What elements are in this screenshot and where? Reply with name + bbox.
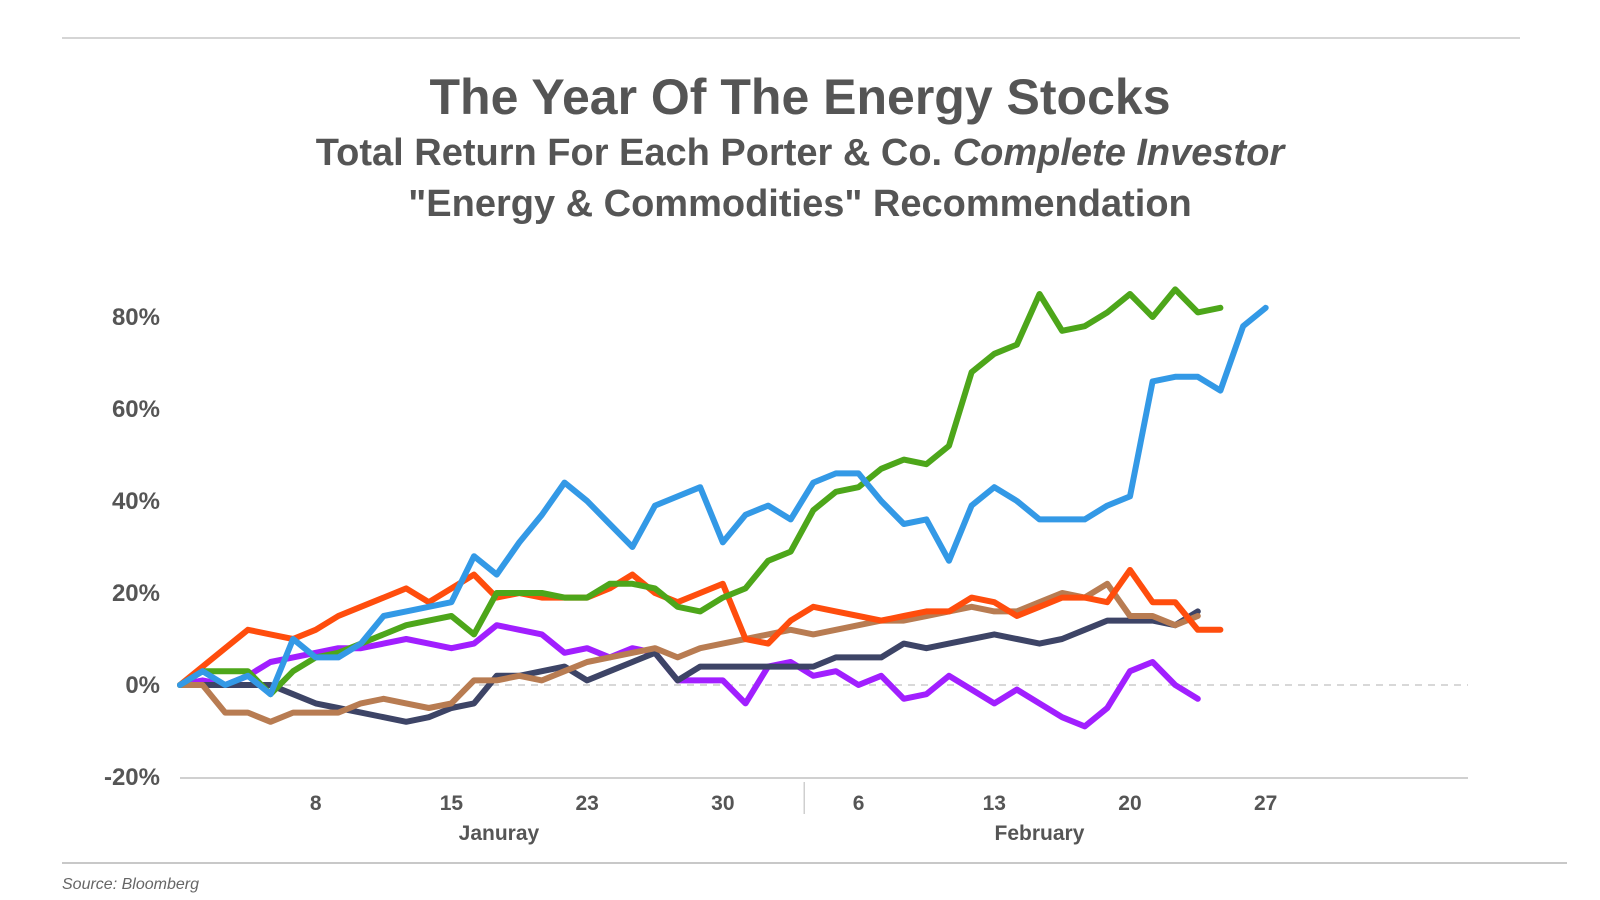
x-tick-label: 23 xyxy=(575,792,598,815)
y-tick-label: 20% xyxy=(112,580,160,607)
chart-title: The Year Of The Energy Stocks xyxy=(429,69,1171,125)
y-tick-label: 40% xyxy=(112,488,160,515)
x-tick-label: 8 xyxy=(310,792,322,815)
chart-subtitle-line2: "Energy & Commodities" Recommendation xyxy=(408,183,1192,225)
series-line xyxy=(177,580,1201,725)
x-tick-label: 6 xyxy=(853,792,865,815)
month-label: Januray xyxy=(459,822,540,845)
subtitle-prefix: Total Return For Each Porter & Co. xyxy=(315,132,943,174)
chart-titles: The Year Of The Energy Stocks Total Retu… xyxy=(0,66,1600,230)
x-tick-label: 20 xyxy=(1118,792,1141,815)
bottom-divider xyxy=(62,862,1567,864)
x-tick-label: 15 xyxy=(440,792,464,815)
y-tick-label: 0% xyxy=(125,672,160,699)
x-tick-label: 30 xyxy=(711,792,734,815)
series-line xyxy=(177,304,1269,698)
top-divider xyxy=(62,37,1520,39)
subtitle-emphasis: Complete Investor xyxy=(952,132,1285,174)
chart-subtitle-line1: Total Return For Each Porter & Co. Compl… xyxy=(0,128,1600,179)
series-line xyxy=(177,567,1224,688)
month-label: February xyxy=(995,822,1085,845)
x-tick-label: 27 xyxy=(1254,792,1277,815)
y-tick-label: 60% xyxy=(112,396,160,423)
y-tick-label: 80% xyxy=(112,304,160,331)
y-tick-label: -20% xyxy=(104,764,160,791)
source-note: Source: Bloomberg xyxy=(62,876,199,893)
x-tick-label: 13 xyxy=(983,792,1006,815)
